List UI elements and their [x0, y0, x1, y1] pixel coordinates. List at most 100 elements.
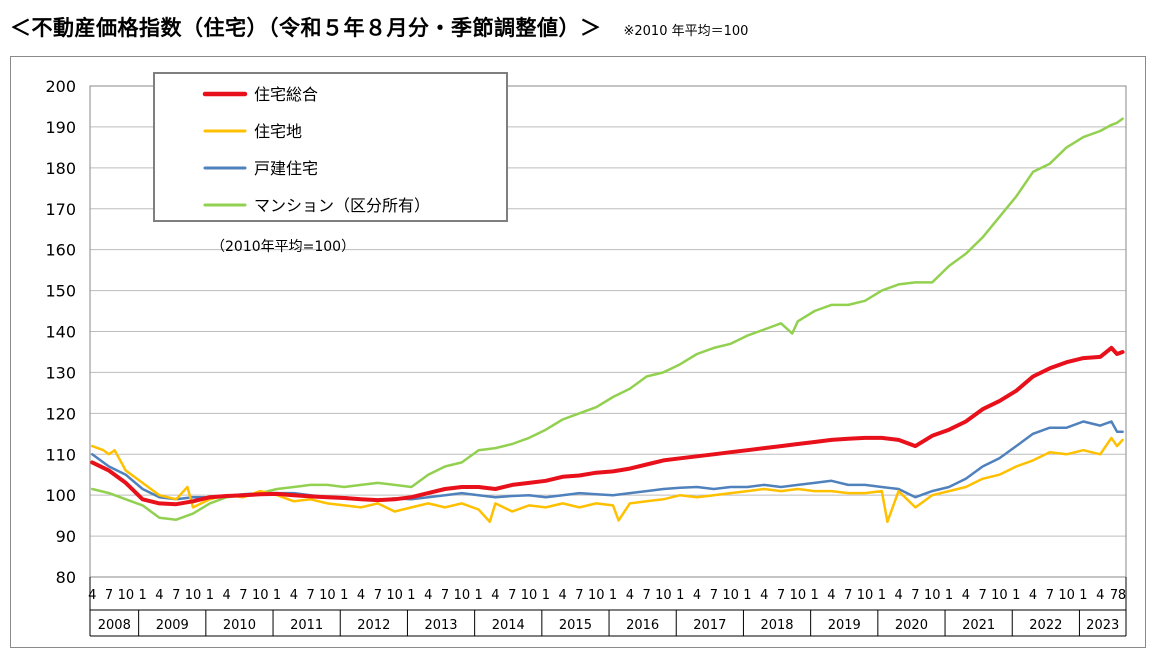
x-year-label: 2017 — [693, 618, 726, 633]
x-month-label: 7 — [441, 588, 449, 603]
index-base-annotation: （2010年平均=100） — [211, 239, 355, 255]
x-month-label: 4 — [894, 588, 902, 603]
x-month-label: 4 — [357, 588, 365, 603]
x-month-label: 10 — [924, 588, 941, 603]
x-year-label: 2021 — [962, 618, 995, 633]
y-tick-label: 100 — [45, 486, 76, 505]
x-month-label: 1 — [609, 588, 617, 603]
chart-frame: 80 90 100 110 120 130 140 150 160 170 180 190 200 4 7 1… — [10, 56, 1146, 648]
series-line — [90, 436, 1124, 524]
x-month-label: 4 — [88, 588, 96, 603]
x-year-label: 2010 — [223, 618, 256, 633]
x-month-label: 4 — [424, 588, 432, 603]
x-month-label: 1 — [945, 588, 953, 603]
x-month-label: 1 — [1079, 588, 1087, 603]
y-tick-label: 110 — [45, 445, 76, 464]
x-month-label: 7 — [1046, 588, 1054, 603]
x-month-label: 7 — [978, 588, 986, 603]
x-month-label: 10 — [588, 588, 605, 603]
y-tick-label: 130 — [45, 363, 76, 382]
series-line — [90, 117, 1124, 521]
y-tick-label: 180 — [45, 159, 76, 178]
x-year-label: 2012 — [357, 618, 390, 633]
x-month-label: 1 — [1012, 588, 1020, 603]
legend-label: マンション（区分所有） — [254, 196, 430, 215]
page-title: ＜不動産価格指数（住宅）（令和５年８月分・季節調整値）＞ ※2010 年平均＝10… — [10, 12, 748, 42]
y-tick-label: 170 — [45, 200, 76, 219]
x-month-label: 4 — [155, 588, 163, 603]
x-month-label: 1 — [340, 588, 348, 603]
x-year-label: 2016 — [626, 618, 659, 633]
series-line — [90, 420, 1124, 502]
x-month-label: 7 — [306, 588, 314, 603]
x-month-label: 1 — [273, 588, 281, 603]
x-month-label: 7 — [844, 588, 852, 603]
title-note: ※2010 年平均＝100 — [623, 24, 749, 39]
x-year-label: 2008 — [98, 618, 131, 633]
y-tick-label: 190 — [45, 118, 76, 137]
legend-label: 戸建住宅 — [254, 159, 318, 178]
x-month-label: 7 — [172, 588, 180, 603]
x-month-label: 4 — [491, 588, 499, 603]
x-month-label: 1 — [474, 588, 482, 603]
x-month-label: 10 — [118, 588, 135, 603]
x-month-label: 1 — [810, 588, 818, 603]
x-month-label: 4 — [827, 588, 835, 603]
x-year-label: 2013 — [424, 618, 457, 633]
x-month-label: 10 — [722, 588, 739, 603]
x-month-label: 4 — [693, 588, 701, 603]
x-month-label: 10 — [655, 588, 672, 603]
x-month-label: 10 — [252, 588, 269, 603]
x-month-label: 1 — [407, 588, 415, 603]
x-month-label: 4 — [626, 588, 634, 603]
x-year-label: 2022 — [1029, 618, 1062, 633]
x-month-label: 10 — [857, 588, 874, 603]
x-month-label: 4 — [760, 588, 768, 603]
y-tick-label: 140 — [45, 323, 76, 342]
x-month-label: 7 — [777, 588, 785, 603]
x-month-label: 10 — [386, 588, 403, 603]
y-tick-label: 90 — [56, 527, 76, 546]
x-month-label: 10 — [1058, 588, 1075, 603]
x-month-label: 1 — [206, 588, 214, 603]
x-month-label: 7 — [508, 588, 516, 603]
x-month-label: 8 — [1118, 588, 1126, 603]
x-month-label: 4 — [1096, 588, 1104, 603]
x-month-label: 4 — [1029, 588, 1037, 603]
x-month-label: 10 — [185, 588, 202, 603]
legend-box — [153, 72, 508, 222]
x-month-label: 4 — [290, 588, 298, 603]
y-tick-label: 160 — [45, 241, 76, 260]
x-month-label: 7 — [105, 588, 113, 603]
x-month-label: 7 — [911, 588, 919, 603]
x-year-label: 2020 — [895, 618, 928, 633]
plot-border — [89, 85, 1127, 578]
x-year-label: 2019 — [828, 618, 861, 633]
legend-label: 住宅総合 — [254, 85, 318, 104]
x-month-label: 1 — [138, 588, 146, 603]
x-month-label: 10 — [454, 588, 471, 603]
x-month-label: 4 — [962, 588, 970, 603]
y-tick-label: 80 — [56, 568, 76, 587]
x-year-label: 2009 — [156, 618, 189, 633]
x-year-label: 2018 — [760, 618, 793, 633]
x-year-label: 2015 — [559, 618, 592, 633]
x-month-label: 10 — [790, 588, 807, 603]
x-month-label: 1 — [743, 588, 751, 603]
x-month-label: 7 — [374, 588, 382, 603]
title-text: ＜不動産価格指数（住宅）（令和５年８月分・季節調整値）＞ — [10, 16, 602, 40]
x-month-label: 1 — [676, 588, 684, 603]
x-month-label: 7 — [575, 588, 583, 603]
x-month-label: 10 — [319, 588, 336, 603]
x-month-label: 7 — [239, 588, 247, 603]
x-month-label: 7 — [642, 588, 650, 603]
x-month-label: 1 — [542, 588, 550, 603]
legend-label: 住宅地 — [254, 122, 302, 141]
x-month-label: 7 — [1110, 588, 1118, 603]
x-month-label: 10 — [991, 588, 1008, 603]
x-month-label: 7 — [710, 588, 718, 603]
y-tick-label: 150 — [45, 282, 76, 301]
series-line — [90, 345, 1125, 507]
x-month-label: 4 — [222, 588, 230, 603]
